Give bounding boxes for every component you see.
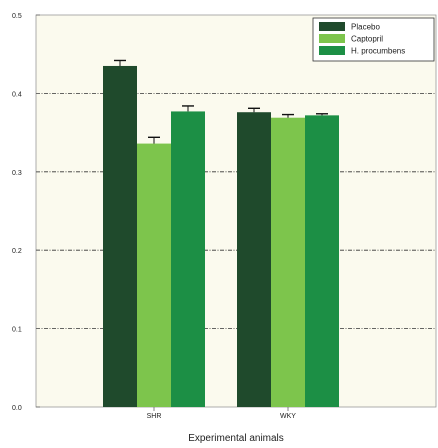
y-axis: 0.0 0.1 0.2 0.3 0.4 0.5 xyxy=(12,13,40,412)
y-tick-label: 0.4 xyxy=(12,91,22,98)
x-tick-label: SHR xyxy=(147,413,162,420)
y-tick-label: 0.2 xyxy=(12,248,22,255)
bars xyxy=(103,59,339,408)
legend-label: Placebo xyxy=(351,23,380,32)
legend-swatch xyxy=(319,46,345,55)
bar xyxy=(103,65,137,408)
bar xyxy=(237,112,271,407)
y-tick-label: 0.0 xyxy=(12,405,22,412)
legend-label: H. procumbens xyxy=(351,47,405,56)
x-axis: SHR WKY xyxy=(147,407,296,420)
y-tick-label: 0.3 xyxy=(12,170,22,177)
legend-label: Captopril xyxy=(351,35,383,44)
grid-lines xyxy=(36,93,436,330)
bar xyxy=(271,117,305,407)
legend-swatch xyxy=(319,22,345,31)
bar xyxy=(171,111,205,407)
y-tick-label: 0.5 xyxy=(12,13,22,20)
x-axis-title: Experimental animals xyxy=(188,433,284,444)
x-tick-label: WKY xyxy=(280,413,296,420)
bar xyxy=(137,143,171,408)
y-tick-label: 0.1 xyxy=(12,327,22,334)
bar xyxy=(305,115,339,408)
legend-swatch xyxy=(319,34,345,43)
plot-area xyxy=(35,14,437,408)
legend: Placebo Captopril H. procumbens xyxy=(312,17,435,62)
